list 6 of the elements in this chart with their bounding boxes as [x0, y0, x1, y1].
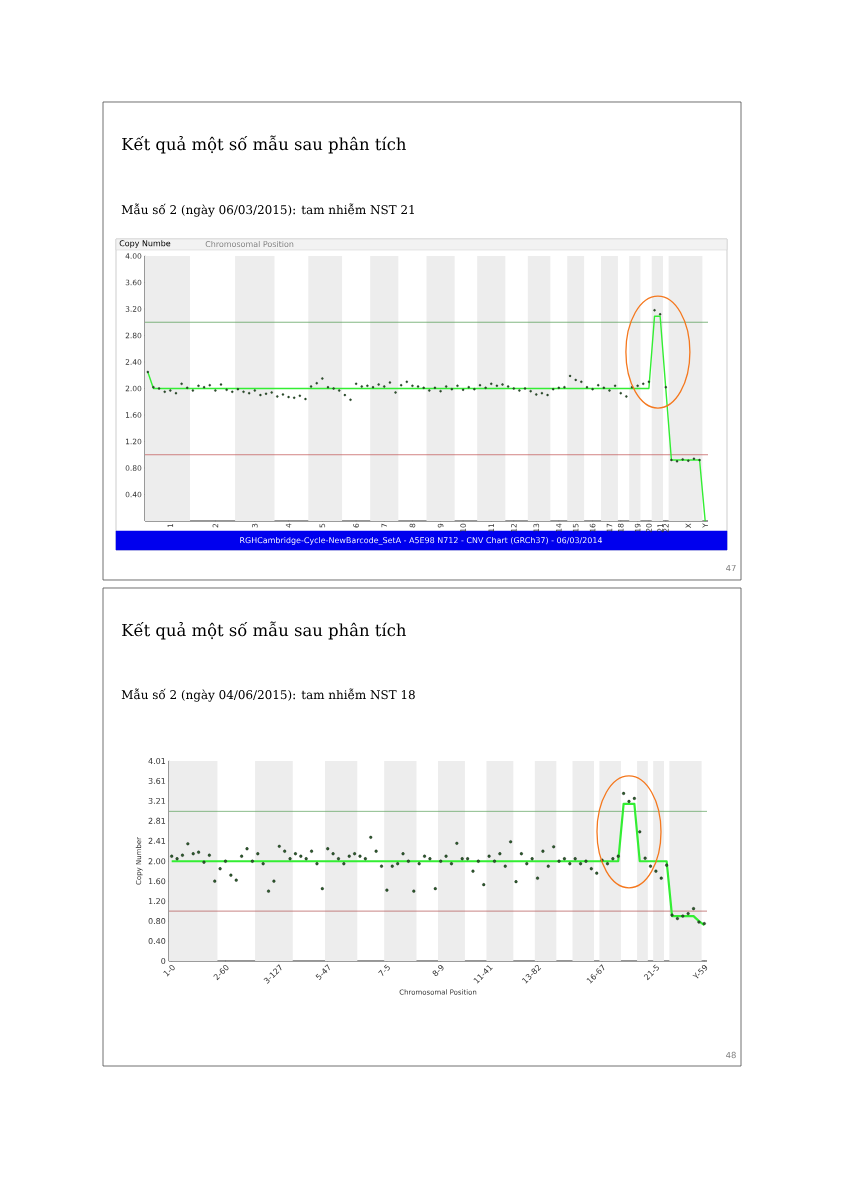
chart-title: Kết quả một số mẫu sau phân tích	[122, 621, 407, 640]
chart-subtitle: Mẫu số 2 (ngày 04/06/2015): tam nhiễm NST 18	[121, 688, 415, 702]
text: 47	[726, 564, 736, 572]
chart-subtitle: Mẫu số 2 (ngày 06/03/2015): tam nhiễm NST 21	[121, 203, 414, 217]
chart-title: Kết quả một số mẫu sau phân tích	[122, 135, 407, 154]
text: 48	[726, 1051, 736, 1059]
